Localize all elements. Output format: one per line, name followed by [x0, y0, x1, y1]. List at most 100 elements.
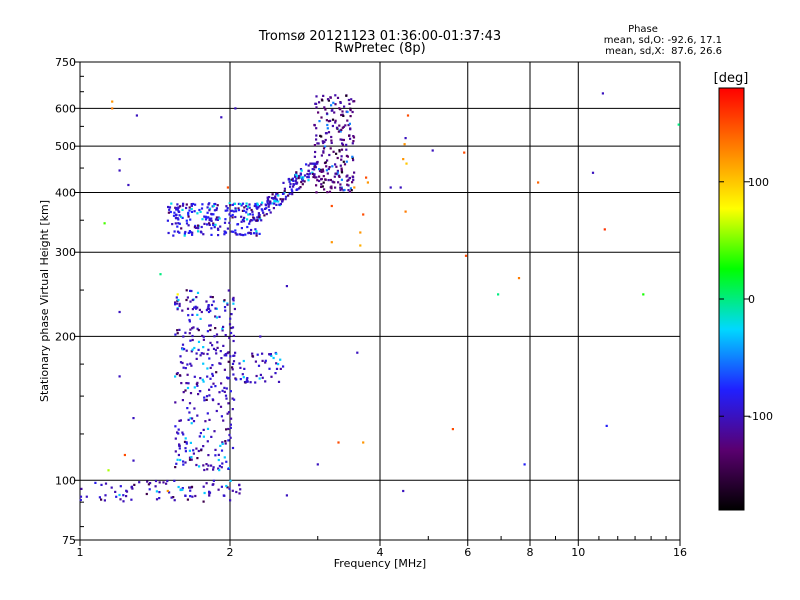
data-point — [218, 217, 221, 220]
data-point — [246, 225, 249, 229]
data-point — [209, 217, 212, 220]
data-point — [167, 231, 170, 235]
data-point — [185, 382, 188, 385]
data-point — [185, 441, 188, 444]
data-point — [237, 202, 240, 205]
data-point — [221, 462, 224, 465]
data-point — [203, 468, 206, 472]
data-point — [210, 435, 213, 438]
data-point — [291, 193, 294, 196]
data-point — [180, 227, 183, 230]
data-point — [269, 202, 272, 205]
data-point — [263, 214, 266, 217]
data-point — [188, 458, 192, 461]
data-point — [241, 218, 244, 221]
data-point — [220, 466, 223, 469]
data-point — [217, 402, 220, 406]
data-point — [337, 174, 341, 177]
data-point — [326, 191, 329, 194]
data-point — [314, 150, 317, 154]
data-point — [290, 188, 293, 191]
data-point — [174, 216, 177, 219]
data-point — [187, 231, 190, 234]
data-point — [677, 123, 680, 126]
data-point — [232, 296, 235, 299]
data-point — [273, 202, 276, 205]
data-point — [176, 203, 179, 206]
data-point — [307, 169, 310, 172]
data-point — [145, 492, 148, 496]
data-point — [240, 215, 243, 218]
data-point — [296, 188, 299, 191]
data-point — [261, 209, 264, 212]
data-point — [197, 329, 200, 332]
data-point — [245, 378, 249, 381]
data-point — [198, 308, 201, 311]
data-point — [199, 354, 202, 357]
data-point — [241, 202, 245, 205]
data-point — [208, 418, 211, 421]
data-point — [254, 228, 257, 231]
data-point — [260, 203, 263, 206]
data-point — [179, 205, 182, 208]
data-point — [206, 216, 209, 219]
data-point — [334, 94, 337, 97]
data-point — [319, 134, 322, 137]
data-point — [178, 304, 181, 308]
data-point — [192, 449, 195, 452]
data-point — [217, 228, 220, 231]
data-point — [343, 188, 346, 192]
data-point — [300, 169, 303, 172]
data-point — [356, 351, 359, 354]
data-point — [201, 218, 204, 221]
data-point — [202, 362, 205, 365]
data-point — [340, 171, 344, 174]
data-point — [283, 190, 286, 193]
data-point — [342, 160, 345, 163]
data-point — [177, 206, 180, 209]
data-point — [196, 457, 199, 460]
data-point — [242, 234, 245, 237]
data-point — [314, 166, 317, 169]
data-point — [331, 124, 334, 128]
data-point — [245, 205, 248, 208]
data-point — [225, 397, 228, 400]
data-point — [229, 317, 232, 320]
data-point — [224, 309, 227, 312]
data-point — [199, 210, 202, 213]
data-point — [231, 216, 234, 219]
data-point — [523, 463, 526, 466]
data-point — [191, 298, 194, 302]
data-point — [257, 214, 260, 217]
data-point — [323, 145, 327, 148]
data-point — [264, 203, 267, 206]
data-point — [352, 159, 355, 162]
data-point — [172, 496, 175, 499]
data-point — [282, 181, 285, 184]
data-point — [147, 483, 150, 486]
data-point — [321, 140, 324, 143]
data-point — [334, 186, 337, 189]
data-point — [226, 486, 229, 489]
data-point — [227, 427, 230, 431]
data-point — [192, 326, 195, 329]
data-point — [214, 349, 217, 352]
data-point — [205, 463, 208, 466]
data-point — [350, 189, 353, 192]
data-point — [219, 405, 223, 408]
data-point — [188, 456, 192, 459]
data-point — [327, 179, 330, 182]
data-point — [299, 186, 302, 189]
data-point — [183, 440, 187, 443]
data-point — [214, 218, 218, 221]
data-point — [182, 460, 185, 463]
data-point — [345, 94, 348, 97]
data-point — [329, 119, 332, 122]
data-point — [352, 140, 355, 143]
data-point — [399, 186, 402, 189]
x-tick-label: 16 — [673, 546, 687, 559]
data-point — [324, 161, 327, 164]
data-point — [233, 398, 236, 401]
data-point — [338, 149, 341, 152]
data-point — [228, 213, 231, 216]
